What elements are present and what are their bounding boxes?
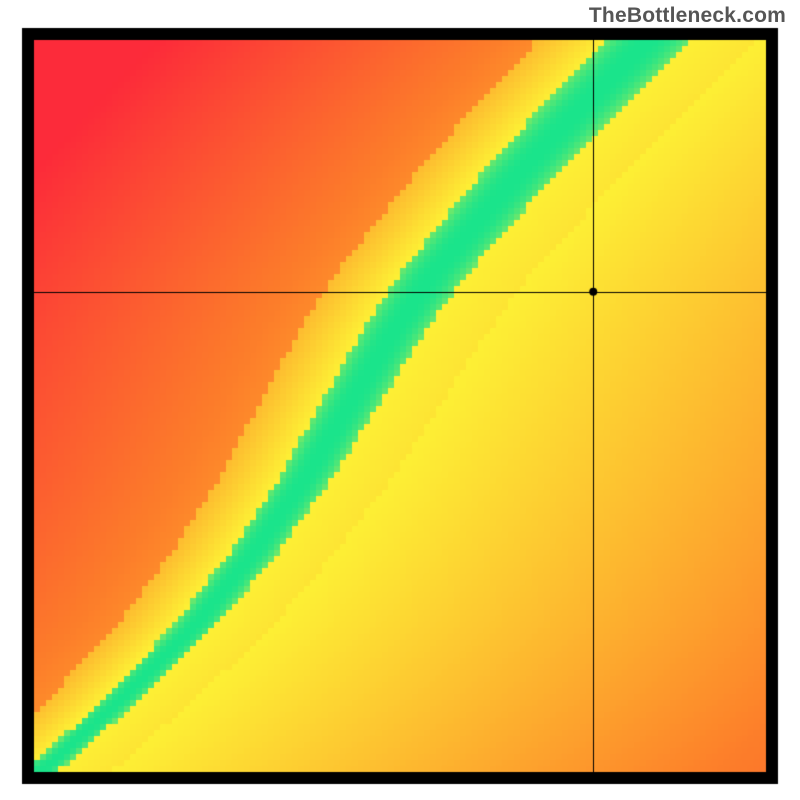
chart-container: TheBottleneck.com (0, 0, 800, 800)
watermark-text: TheBottleneck.com (589, 4, 786, 28)
bottleneck-heatmap (0, 0, 800, 800)
